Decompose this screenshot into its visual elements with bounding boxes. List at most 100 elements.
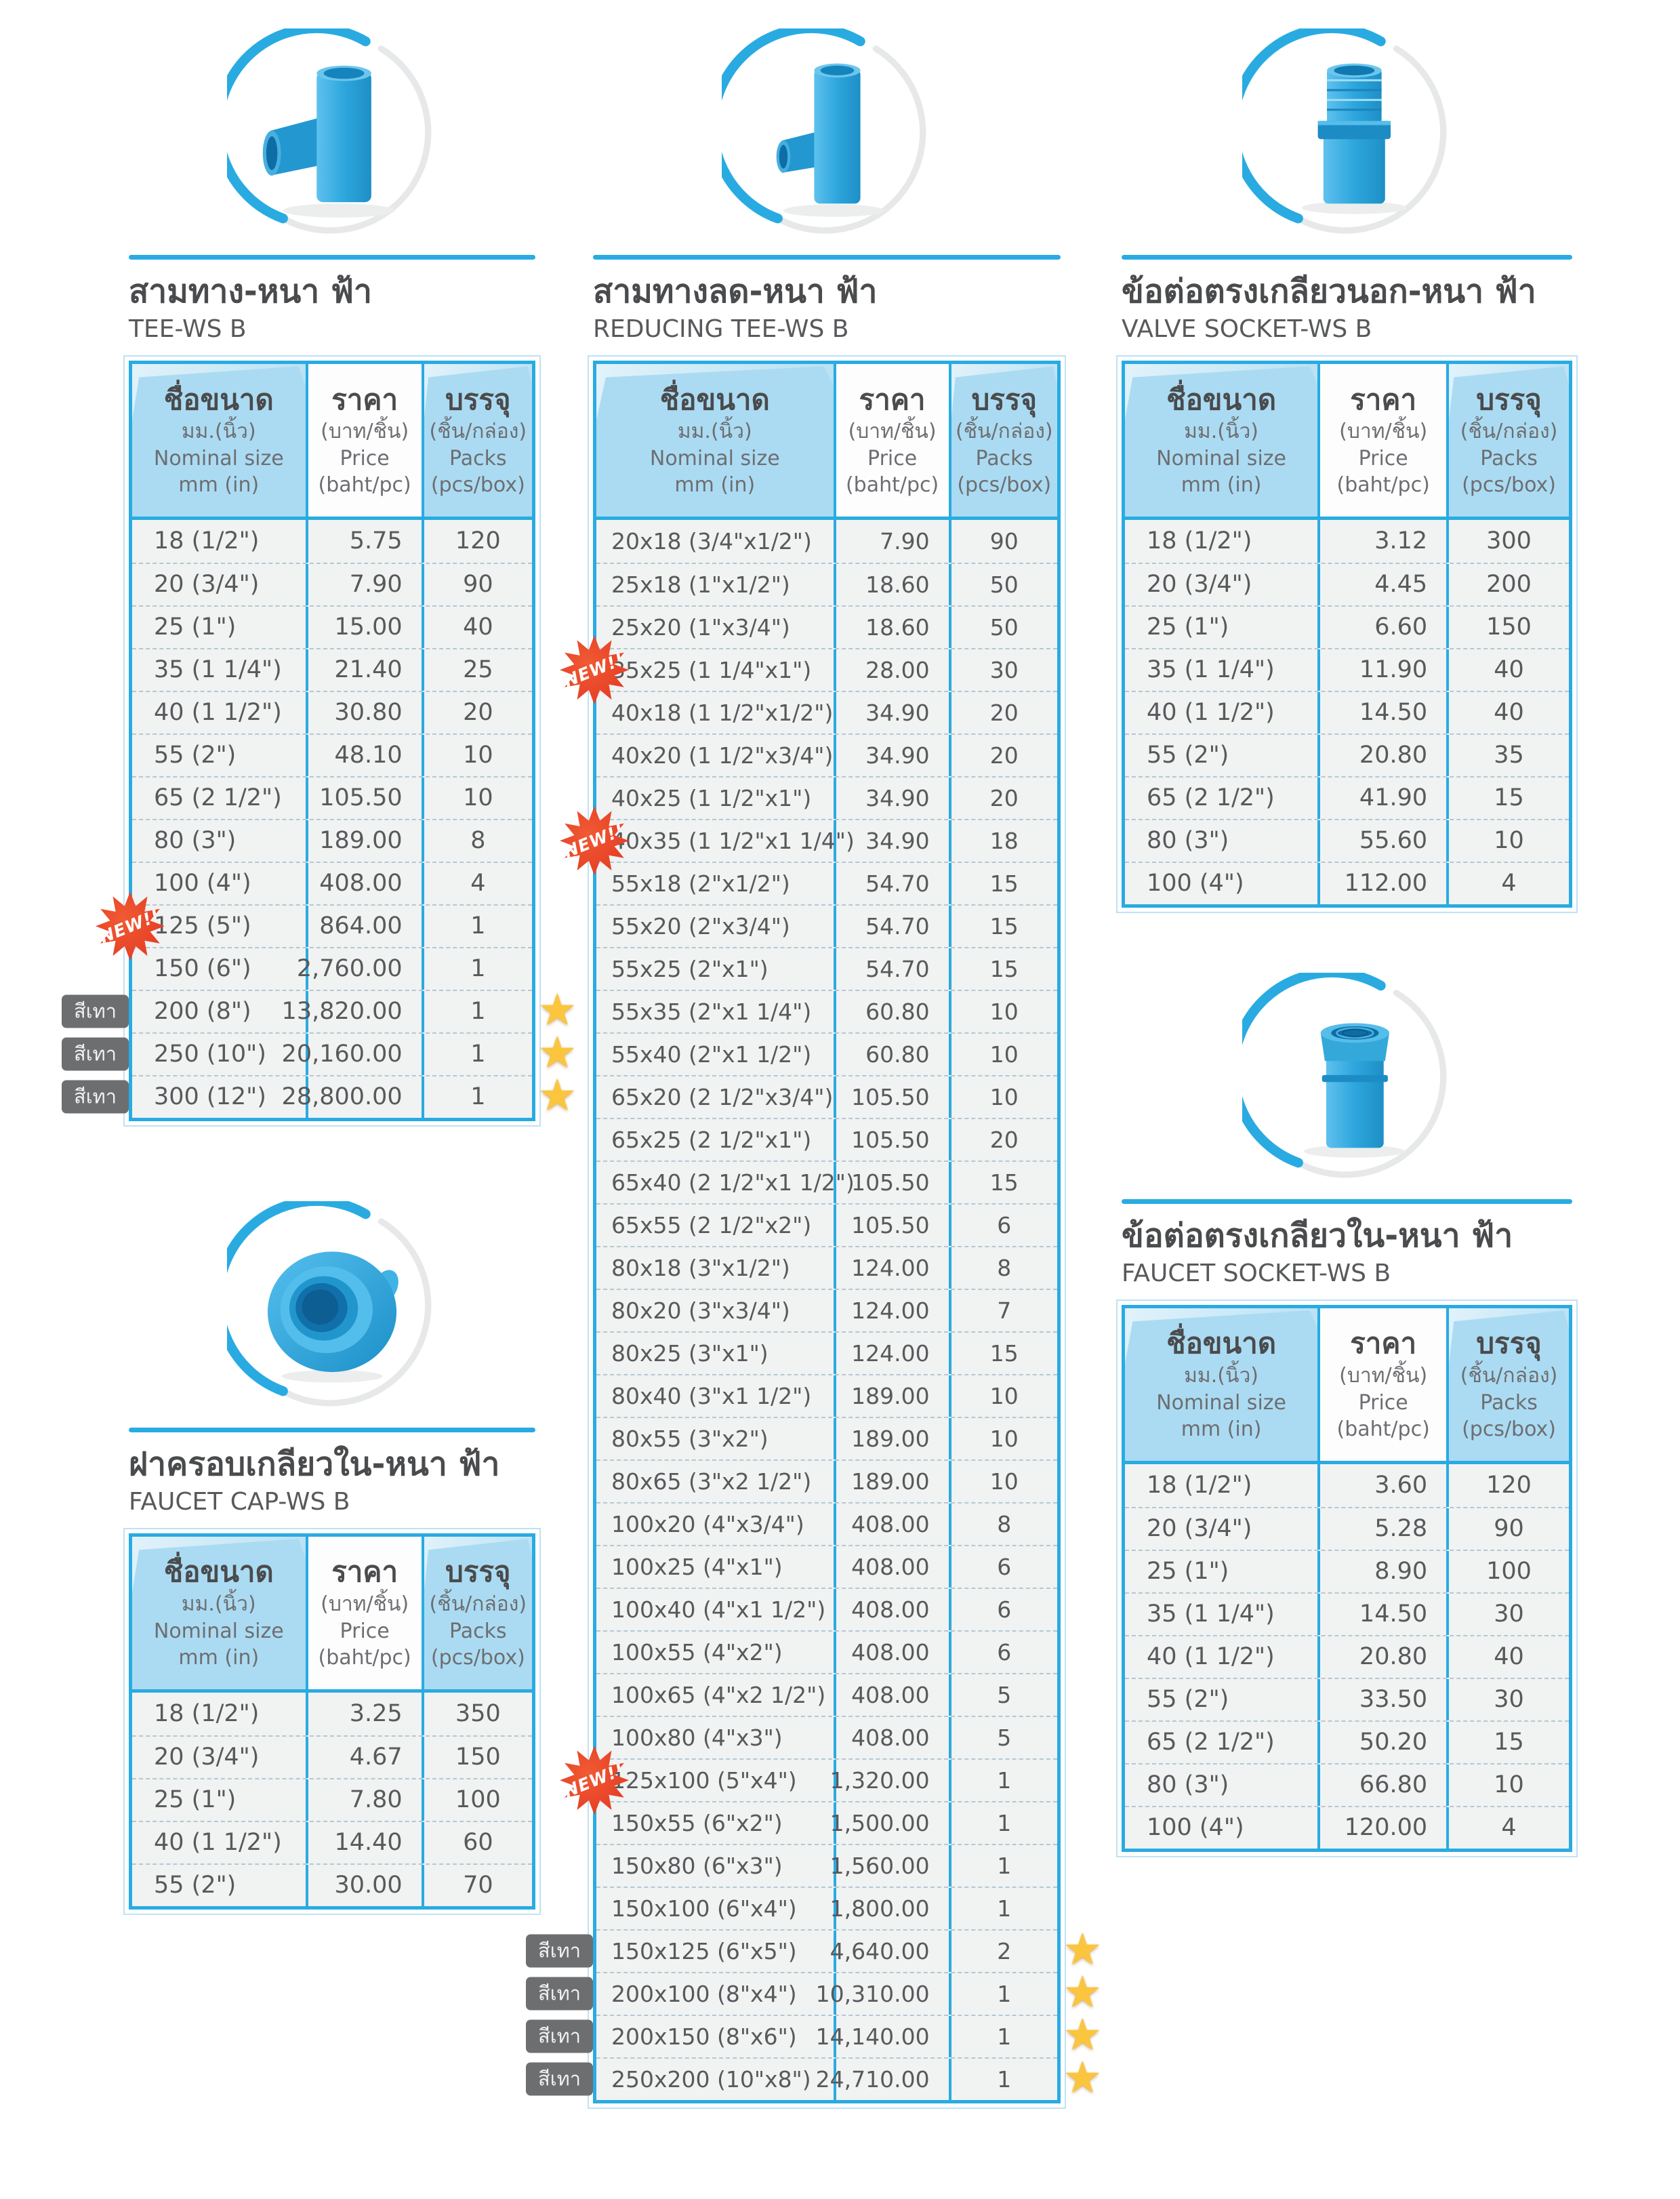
header-sublabel: (ชิ้น/กล่อง)	[429, 420, 527, 444]
cell-packs: 15	[1494, 784, 1524, 812]
table-row: 65 (2 1/2") 41.90 15	[1125, 775, 1569, 819]
header-sublabel: (ชิ้น/กล่อง)	[1460, 420, 1558, 444]
cell-size: 250 (10")	[132, 1033, 308, 1075]
cell-packs: 5	[997, 1681, 1012, 1708]
section-title-english: FAUCET CAP-WS B	[129, 1487, 350, 1516]
table-row: 18 (1/2") 3.12 300	[1125, 519, 1569, 563]
section-divider	[593, 255, 1061, 260]
header-sublabel: (pcs/box)	[430, 473, 525, 498]
cell-price: 2,760.00	[297, 948, 424, 990]
cell-size: 200x150 (8"x6")	[596, 2015, 836, 2057]
header-label: ชื่อขนาด	[1166, 382, 1277, 416]
cell-price: 14.50	[1320, 691, 1450, 733]
cell-packs: 30	[1494, 1686, 1524, 1714]
cell-price: 18.60	[836, 563, 951, 605]
cell-packs: 10	[463, 742, 493, 769]
cell-price: 5.28	[1320, 1508, 1450, 1550]
table-row: 80 (3") 189.00 8	[132, 818, 532, 862]
table-row: NEW!! 125 (5") 864.00 1	[96, 891, 532, 961]
cell-packs: 1	[470, 998, 486, 1026]
cell-size: 20 (3/4")	[1125, 1508, 1321, 1550]
cell-packs: 4	[1501, 1814, 1517, 1842]
cell-size: 40 (1 1/2")	[1125, 1636, 1321, 1678]
cell-price: 5.75	[308, 519, 424, 563]
header-sublabel: mm (in)	[178, 1646, 260, 1670]
table-row: 40 (1 1/2") 20.80 40	[1125, 1634, 1569, 1678]
cell-size: 35 (1 1/4")	[1125, 649, 1321, 691]
header-sublabel: (pcs/box)	[1462, 1417, 1556, 1442]
new-badge-label: NEW!!	[561, 820, 628, 862]
cell-packs: 10	[989, 998, 1019, 1025]
cell-size: 150x55 (6"x2")	[596, 1802, 836, 1844]
cell-size: 40 (1 1/2")	[132, 1821, 308, 1863]
header-nominal-size: ชื่อขนาด มม.(นิ้ว) Nominal size mm (in)	[132, 363, 308, 517]
cell-price: 105.50	[836, 1076, 951, 1118]
new-badge-label: NEW!!	[561, 1759, 628, 1802]
cell-size: 25 (1")	[132, 1779, 308, 1821]
cell-packs: 20	[989, 742, 1019, 769]
cell-packs: 1	[470, 955, 486, 983]
header-nominal-size: ชื่อขนาด มม.(นิ้ว) Nominal size mm (in)	[1125, 1308, 1321, 1461]
table-row: 150x55 (6"x2") 1,500.00 1	[596, 1800, 1057, 1844]
cell-packs: 350	[455, 1700, 501, 1728]
section-title-thai: ข้อต่อตรงเกลียวนอก-หนา ฟ้า	[1122, 273, 1536, 310]
cell-size: 80x40 (3"x1 1/2")	[596, 1375, 836, 1417]
header-sublabel: mm (in)	[674, 473, 756, 498]
section-divider	[1122, 255, 1572, 260]
cell-packs: 30	[989, 656, 1019, 683]
table-row: 35 (1 1/4") 14.50 30	[1125, 1592, 1569, 1635]
table-row: NEW!! 125x100 (5"x4") 1,320.00 1	[560, 1746, 1057, 1815]
column-right: ข้อต่อตรงเกลียวนอก-หนา ฟ้า VALVE SOCKET-…	[1116, 0, 1578, 1857]
cell-size: 40x25 (1 1/2"x1")	[596, 777, 836, 819]
cell-price: 54.70	[836, 905, 951, 947]
header-sublabel: (baht/pc)	[318, 1646, 411, 1670]
cell-price: 7.90	[836, 519, 951, 563]
header-sublabel: mm (in)	[1181, 473, 1262, 498]
cell-size: 18 (1/2")	[1125, 519, 1321, 563]
header-sublabel: (บาท/ชิ้น)	[1339, 1363, 1428, 1388]
cell-size: 100 (4")	[1125, 1807, 1321, 1849]
table-row: 150x100 (6"x4") 1,800.00 1	[596, 1886, 1057, 1929]
cell-price: 105.50	[836, 1161, 951, 1203]
cell-price: 30.00	[308, 1864, 424, 1906]
cell-size: 65x40 (2 1/2"x1 1/2")	[596, 1161, 855, 1203]
cell-packs: 20	[989, 699, 1019, 726]
section-title-thai: สามทางลด-หนา ฟ้า	[593, 273, 878, 310]
header-label: ราคา	[331, 382, 398, 416]
table-row: 65x25 (2 1/2"x1") 105.50 20	[596, 1117, 1057, 1161]
cell-size: 100x40 (4"x1 1/2")	[596, 1588, 836, 1630]
table-row: สีเทา 200x100 (8"x4") 10,310.00 1 ★	[526, 1971, 1102, 2015]
cell-packs: 90	[1494, 1515, 1524, 1543]
table-row: สีเทา 150x125 (6"x5") 4,640.00 2 ★	[526, 1929, 1102, 1972]
header-sublabel: Price	[340, 446, 390, 470]
cell-price: 14.50	[1320, 1593, 1450, 1635]
header-packs: บรรจุ (ชิ้น/กล่อง) Packs (pcs/box)	[1449, 363, 1569, 517]
cell-price: 120.00	[1320, 1807, 1450, 1849]
cell-price: 20,160.00	[282, 1033, 424, 1075]
cell-price: 1,320.00	[830, 1759, 951, 1801]
cell-price: 124.00	[836, 1289, 951, 1331]
cell-price: 408.00	[836, 1716, 951, 1758]
cell-price: 124.00	[836, 1247, 951, 1289]
cell-size: 100x25 (4"x1")	[596, 1546, 836, 1588]
cell-packs: 10	[463, 784, 493, 812]
header-sublabel: (บาท/ชิ้น)	[848, 420, 937, 444]
table-body: 18 (1/2") 3.12 300 20 (3/4") 4.45 200 25 (1") 6…	[1125, 519, 1569, 904]
cell-price: 4,640.00	[830, 1930, 951, 1972]
cell-size: 20 (3/4")	[132, 1736, 308, 1778]
grey-color-badge: สีเทา	[62, 1080, 129, 1114]
header-sublabel: Packs	[449, 446, 507, 470]
cell-size: 25 (1")	[1125, 1550, 1321, 1592]
header-sublabel: มม.(นิ้ว)	[181, 1592, 256, 1616]
table-row: 25x20 (1"x3/4") 18.60 50	[596, 605, 1057, 648]
table-row: 65x40 (2 1/2"x1 1/2") 105.50 15	[596, 1160, 1057, 1203]
cell-price: 189.00	[308, 820, 424, 862]
cell-price: 55.60	[1320, 820, 1450, 862]
table-row: 55x20 (2"x3/4") 54.70 15	[596, 904, 1057, 947]
table-row: 100 (4") 408.00 4	[132, 861, 532, 904]
grey-color-badge: สีเทา	[62, 1037, 129, 1071]
table-row: 100 (4") 120.00 4	[1125, 1805, 1569, 1849]
cell-size: 55x35 (2"x1 1/4")	[596, 990, 836, 1032]
cell-packs: 8	[470, 827, 486, 855]
header-sublabel: (baht/pc)	[1336, 473, 1430, 498]
